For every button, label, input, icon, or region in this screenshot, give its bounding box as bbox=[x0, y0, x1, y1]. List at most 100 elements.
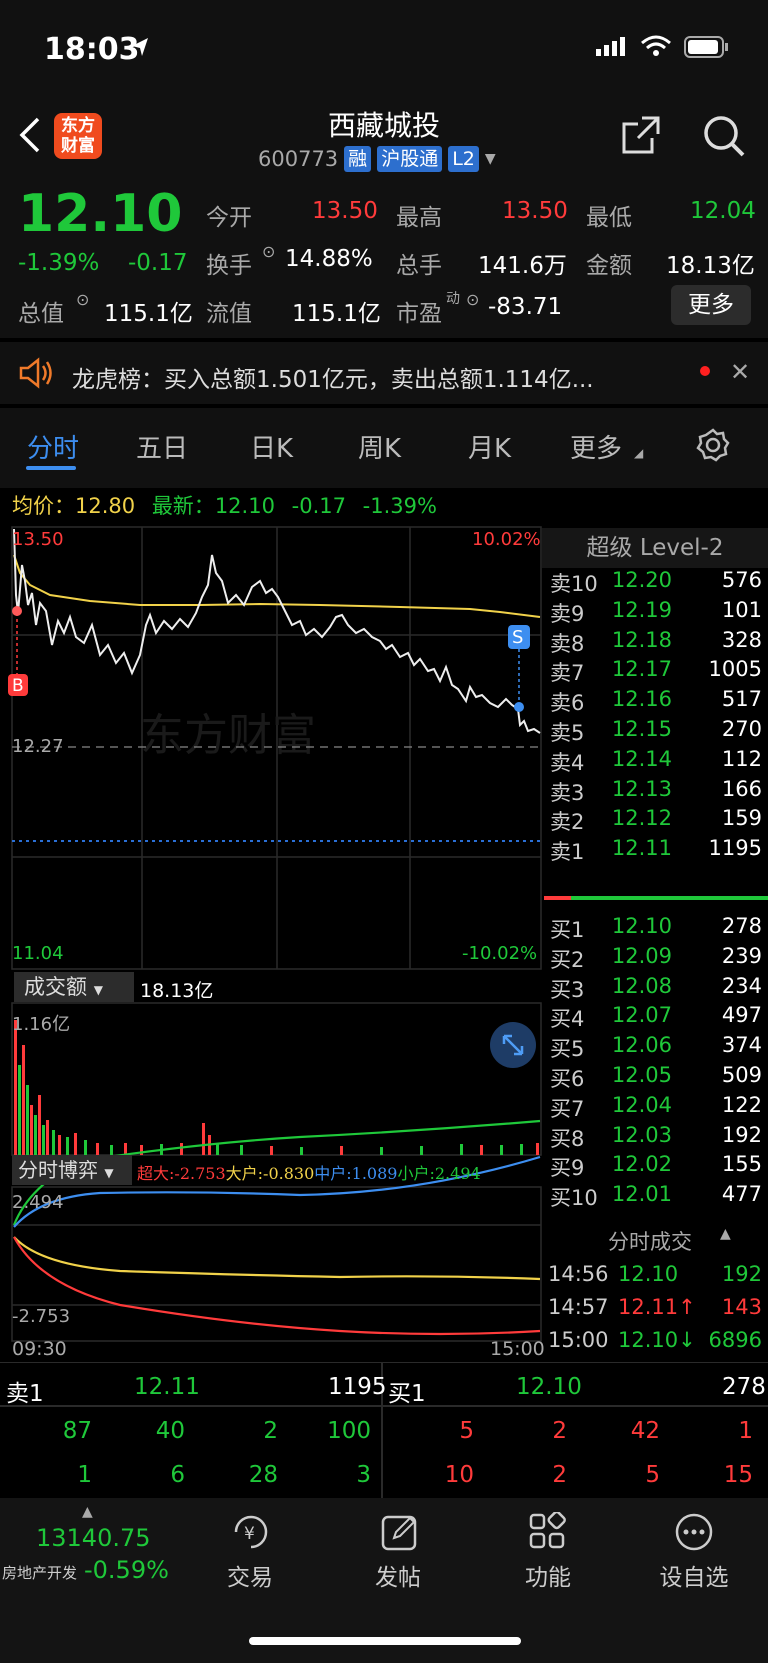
index-value[interactable]: 13140.75 bbox=[36, 1524, 151, 1552]
bid-vol: 509 bbox=[721, 1063, 762, 1087]
queue-cell: 100 bbox=[327, 1418, 371, 1444]
notice-bar[interactable] bbox=[0, 342, 768, 404]
queue-cell: 1 bbox=[738, 1418, 753, 1444]
caret-up-icon[interactable]: ▲ bbox=[82, 1504, 93, 1520]
bid-label: 买7 bbox=[550, 1096, 585, 1121]
bid-price: 12.02 bbox=[611, 1152, 672, 1177]
index-name[interactable]: 房地产开发 bbox=[2, 1564, 78, 1582]
tab-intraday[interactable]: 分时 bbox=[27, 434, 80, 464]
ask-label: 卖6 bbox=[550, 691, 585, 716]
volume-selector[interactable]: 成交额 ▼ bbox=[14, 972, 134, 1002]
ask-row[interactable]: 卖2 12.12 159 bbox=[542, 806, 768, 837]
close-icon[interactable]: ✕ bbox=[730, 358, 751, 386]
queue-cell: 5 bbox=[459, 1418, 474, 1444]
queue-bid-vol: 278 bbox=[722, 1374, 766, 1400]
ask-row[interactable]: 卖8 12.18 328 bbox=[542, 628, 768, 659]
app-logo[interactable]: 东方财富 bbox=[54, 113, 102, 159]
ask-row[interactable]: 卖1 12.11 1195 bbox=[542, 836, 768, 867]
home-indicator[interactable] bbox=[249, 1637, 521, 1645]
trade-icon[interactable]: ¥ bbox=[230, 1512, 272, 1552]
bid-price: 12.06 bbox=[611, 1033, 672, 1058]
ask-label: 卖5 bbox=[550, 721, 585, 745]
more-icon[interactable] bbox=[674, 1512, 714, 1552]
tab-monthly[interactable]: 月K bbox=[468, 434, 512, 464]
ask-label: 卖4 bbox=[550, 750, 585, 775]
bid-row[interactable]: 买4 12.07 497 bbox=[542, 1003, 768, 1034]
game-selector[interactable]: 分时博弈 ▼ bbox=[12, 1155, 132, 1185]
tab-daily[interactable]: 日K bbox=[250, 434, 294, 464]
mid-value: 1.089 bbox=[351, 1164, 398, 1183]
index-pct[interactable]: -0.59% bbox=[84, 1556, 169, 1584]
ask-price: 12.13 bbox=[611, 776, 672, 801]
trade-cell: 12.10↓ bbox=[618, 1328, 696, 1352]
ask-vol: 328 bbox=[721, 627, 762, 652]
buy-marker[interactable]: B bbox=[12, 676, 24, 696]
bid-row[interactable]: 买5 12.06 374 bbox=[542, 1033, 768, 1064]
svg-text:¥: ¥ bbox=[244, 1524, 255, 1544]
turnover-label: 换手 bbox=[206, 253, 252, 279]
sell-marker[interactable]: S bbox=[512, 627, 523, 648]
float-label: 流值 bbox=[206, 301, 252, 327]
volume-max: 1.16亿 bbox=[12, 1014, 71, 1035]
ask-vol: 1005 bbox=[708, 657, 762, 682]
gear-icon[interactable] bbox=[696, 428, 730, 462]
bid-row[interactable]: 买1 12.10 278 bbox=[542, 914, 768, 945]
post-icon[interactable] bbox=[380, 1512, 420, 1552]
ask-row[interactable]: 卖6 12.16 517 bbox=[542, 687, 768, 718]
tab-weekly[interactable]: 周K bbox=[358, 434, 402, 464]
nav-trade[interactable]: 交易 bbox=[227, 1565, 273, 1591]
search-icon[interactable] bbox=[702, 114, 746, 158]
bid-row[interactable]: 买7 12.04 122 bbox=[542, 1093, 768, 1124]
queue-cell: 10 bbox=[444, 1462, 474, 1488]
nav-function[interactable]: 功能 bbox=[525, 1565, 571, 1591]
large-label: 大户: bbox=[225, 1164, 264, 1183]
last-price: 12.10 bbox=[18, 184, 183, 244]
ask-label: 卖9 bbox=[550, 601, 585, 626]
ask-row[interactable]: 卖10 12.20 576 bbox=[542, 568, 768, 599]
ask-row[interactable]: 卖4 12.14 112 bbox=[542, 747, 768, 778]
expand-button[interactable] bbox=[490, 1022, 536, 1068]
ask-row[interactable]: 卖9 12.19 101 bbox=[542, 598, 768, 629]
bid-price: 12.05 bbox=[611, 1063, 672, 1087]
ask-row[interactable]: 卖7 12.17 1005 bbox=[542, 657, 768, 688]
abs-change: -0.17 bbox=[128, 250, 188, 276]
more-button[interactable]: 更多 bbox=[671, 285, 751, 325]
amount-label: 金额 bbox=[586, 253, 632, 279]
chevron-down-icon[interactable]: ▼ bbox=[484, 151, 496, 167]
super-label: 超大: bbox=[137, 1164, 175, 1183]
ask-row[interactable]: 卖5 12.15 270 bbox=[542, 717, 768, 748]
ask-price: 12.11 bbox=[611, 836, 672, 861]
queue-cell: 2 bbox=[552, 1462, 567, 1488]
bid-row[interactable]: 买10 12.01 477 bbox=[542, 1182, 768, 1213]
function-icon[interactable] bbox=[528, 1512, 568, 1552]
nav-post[interactable]: 发帖 bbox=[375, 1565, 421, 1591]
queue-cell: 42 bbox=[630, 1418, 660, 1444]
notice-text: 龙虎榜：买入总额1.501亿元，卖出总额1.114亿... bbox=[72, 367, 594, 393]
trade-cell: 143 bbox=[721, 1295, 762, 1319]
bid-row[interactable]: 买3 12.08 234 bbox=[542, 974, 768, 1005]
ask-price: 12.20 bbox=[611, 568, 672, 592]
game-min: -2.753 bbox=[12, 1306, 71, 1327]
bid-row[interactable]: 买2 12.09 239 bbox=[542, 944, 768, 975]
volume-total: 18.13亿 bbox=[140, 980, 214, 1002]
super-investor-line bbox=[13, 1236, 541, 1336]
bid-label: 买4 bbox=[550, 1007, 585, 1032]
info-icon[interactable]: ⊙ bbox=[466, 290, 480, 309]
tab-5day[interactable]: 五日 bbox=[136, 434, 189, 464]
ask-row[interactable]: 卖3 12.13 166 bbox=[542, 777, 768, 808]
bid-label: 买10 bbox=[550, 1186, 598, 1211]
share-icon[interactable] bbox=[620, 114, 662, 156]
bid-row[interactable]: 买6 12.05 509 bbox=[542, 1063, 768, 1094]
caret-up-icon[interactable]: ▲ bbox=[720, 1226, 731, 1242]
info-icon[interactable]: ⊙ bbox=[262, 242, 276, 261]
nav-watchlist[interactable]: 设自选 bbox=[659, 1565, 729, 1591]
avg-value: 12.80 bbox=[75, 494, 136, 518]
info-icon[interactable]: ⊙ bbox=[76, 290, 90, 309]
back-icon[interactable] bbox=[18, 116, 42, 154]
intraday-chart[interactable]: 东方财富 B S bbox=[0, 525, 542, 1480]
trade-cell: 14:56 bbox=[548, 1262, 609, 1286]
game-max: 2.494 bbox=[12, 1192, 64, 1213]
bid-row[interactable]: 买8 12.03 192 bbox=[542, 1123, 768, 1154]
bid-row[interactable]: 买9 12.02 155 bbox=[542, 1152, 768, 1183]
tab-more[interactable]: 更多 bbox=[570, 434, 623, 464]
